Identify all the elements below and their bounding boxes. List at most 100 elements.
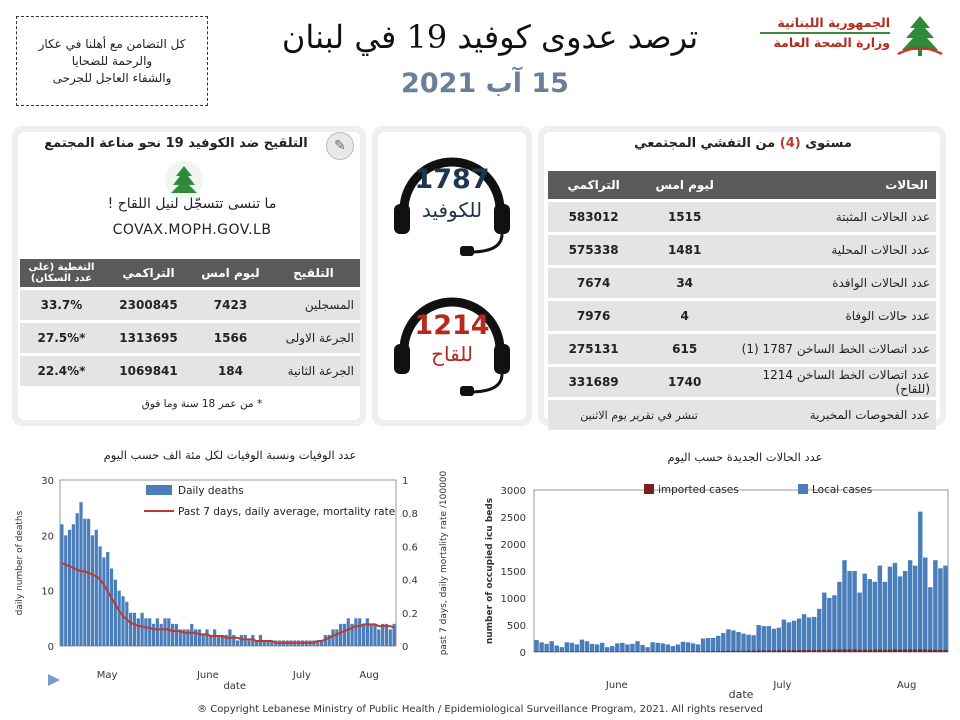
local-cases-bar xyxy=(564,642,570,652)
local-cases-bar xyxy=(655,642,660,652)
y-tick-label: 0 xyxy=(520,648,526,659)
local-cases-bar xyxy=(630,643,635,652)
death-bar xyxy=(335,629,339,646)
death-bar xyxy=(384,623,389,646)
imported-cases-bar xyxy=(534,651,539,652)
imported-cases-bar xyxy=(751,650,756,652)
syringe-icon: ✎ xyxy=(326,132,354,160)
legend-label-deaths: Daily deaths xyxy=(178,485,244,497)
row-coverage: *22.4% xyxy=(20,356,103,386)
y-axis-label: number of occupied icu beds xyxy=(485,498,495,644)
death-bar xyxy=(266,640,270,646)
month-label: July xyxy=(772,680,791,691)
y-axis-label: daily number of deaths xyxy=(15,510,25,615)
local-cases-bar xyxy=(933,560,938,652)
death-bar xyxy=(373,623,377,646)
death-bar xyxy=(205,629,209,646)
local-cases-bar xyxy=(817,608,822,652)
row-yesterday: 4 xyxy=(639,301,731,331)
y2-axis-label: past 7 days, daily mortality rate /10000… xyxy=(439,470,449,655)
death-bar xyxy=(209,634,213,646)
imported-cases-bar xyxy=(680,651,686,652)
death-bar xyxy=(178,629,182,646)
outbreak-title-prefix: مستوى xyxy=(805,136,852,151)
imported-cases-bar xyxy=(822,649,827,652)
death-bar xyxy=(220,634,224,646)
month-label: Aug xyxy=(359,670,379,681)
local-cases-bar xyxy=(716,635,721,652)
row-label: عدد الحالات المحلية xyxy=(730,235,936,265)
col-cumulative: التراكمي xyxy=(103,259,195,287)
copyright-footer: ® Copyright Lebanese Ministry of Public … xyxy=(197,704,763,715)
death-bar xyxy=(235,640,240,646)
y-tick-label: 10 xyxy=(41,587,54,598)
imported-cases-bar xyxy=(695,651,701,652)
local-cases-bar xyxy=(604,647,610,652)
death-bar xyxy=(148,618,152,646)
month-label: June xyxy=(605,680,628,691)
vaccination-table: التلقيح ليوم امس التراكمي التغطية (على ع… xyxy=(20,256,360,389)
local-cases-bar xyxy=(594,644,600,652)
imported-cases-bar xyxy=(827,649,832,652)
month-label: May xyxy=(97,670,118,681)
local-cases-bar xyxy=(842,560,847,652)
row-yesterday: 615 xyxy=(639,334,731,364)
table-row: عدد الحالات المثبتة 1515 583012 xyxy=(548,202,936,232)
row-yesterday: 1740 xyxy=(639,367,731,397)
report-date: 15 آب 2021 xyxy=(401,68,569,99)
local-cases-bar xyxy=(539,642,544,652)
y2-tick-label: 0.2 xyxy=(402,609,418,620)
death-bar xyxy=(331,629,335,646)
table-row: عدد حالات الوفاة 4 7976 xyxy=(548,301,936,331)
death-bar xyxy=(121,596,125,646)
local-cases-bar xyxy=(640,644,645,652)
row-yesterday: 1566 xyxy=(194,323,267,353)
local-cases-bar xyxy=(705,637,711,652)
local-cases-bar xyxy=(620,642,625,652)
row-cumulative: 2300845 xyxy=(103,290,195,320)
vaccine-registration-link[interactable]: COVAX.MOPH.GOV.LB xyxy=(112,222,272,238)
local-cases-bar xyxy=(766,626,771,652)
imported-cases-bar xyxy=(705,651,711,652)
local-cases-bar xyxy=(544,643,549,652)
row-label: عدد حالات الوفاة xyxy=(730,301,936,331)
imported-cases-bar xyxy=(791,650,797,652)
headset-icon xyxy=(394,157,510,256)
death-bar xyxy=(182,629,186,646)
solidarity-message-box: كل التضامن مع أهلنا في عكار والرحمة للضح… xyxy=(16,16,208,106)
local-cases-bar xyxy=(574,644,580,652)
legend-label-rate: Past 7 days, daily average, mortality ra… xyxy=(178,506,395,518)
imported-cases-bar xyxy=(852,649,857,652)
death-bar xyxy=(129,612,133,646)
imported-cases-bar xyxy=(943,650,948,652)
local-cases-bar xyxy=(837,581,842,652)
row-yesterday: 1481 xyxy=(639,235,731,265)
y-tick-label: 1000 xyxy=(501,594,526,605)
local-cases-bar xyxy=(806,617,812,652)
y-tick-label: 500 xyxy=(507,621,526,632)
y-tick-label: 30 xyxy=(41,476,54,487)
imported-cases-bar xyxy=(912,649,918,652)
row-cumulative: 575338 xyxy=(548,235,640,265)
local-cases-bar xyxy=(534,640,539,652)
vaccine-promo-text: ما تنسى تتسجّل لنيل اللقاح ! xyxy=(107,196,277,212)
death-bar xyxy=(369,623,373,646)
local-cases-bar xyxy=(801,614,807,652)
imported-cases-bar xyxy=(847,649,852,652)
month-label: June xyxy=(196,670,219,681)
death-bar xyxy=(75,513,79,646)
local-cases-bar xyxy=(726,629,731,652)
death-bar xyxy=(174,623,179,646)
outbreak-title-suffix: من التفشي المجتمعي xyxy=(634,136,776,151)
local-cases-bar xyxy=(862,573,867,652)
row-label: عدد الحالات الوافدة xyxy=(730,268,936,298)
imported-cases-bar xyxy=(690,651,696,652)
death-bar xyxy=(125,601,129,646)
local-cases-bar xyxy=(822,592,827,652)
death-bar xyxy=(67,529,72,646)
imported-cases-bar xyxy=(938,650,943,652)
death-bar xyxy=(83,518,87,646)
local-cases-bar xyxy=(554,645,559,652)
hotline-vaccine-label: للقاح xyxy=(431,342,473,366)
imported-cases-bar xyxy=(811,650,817,652)
